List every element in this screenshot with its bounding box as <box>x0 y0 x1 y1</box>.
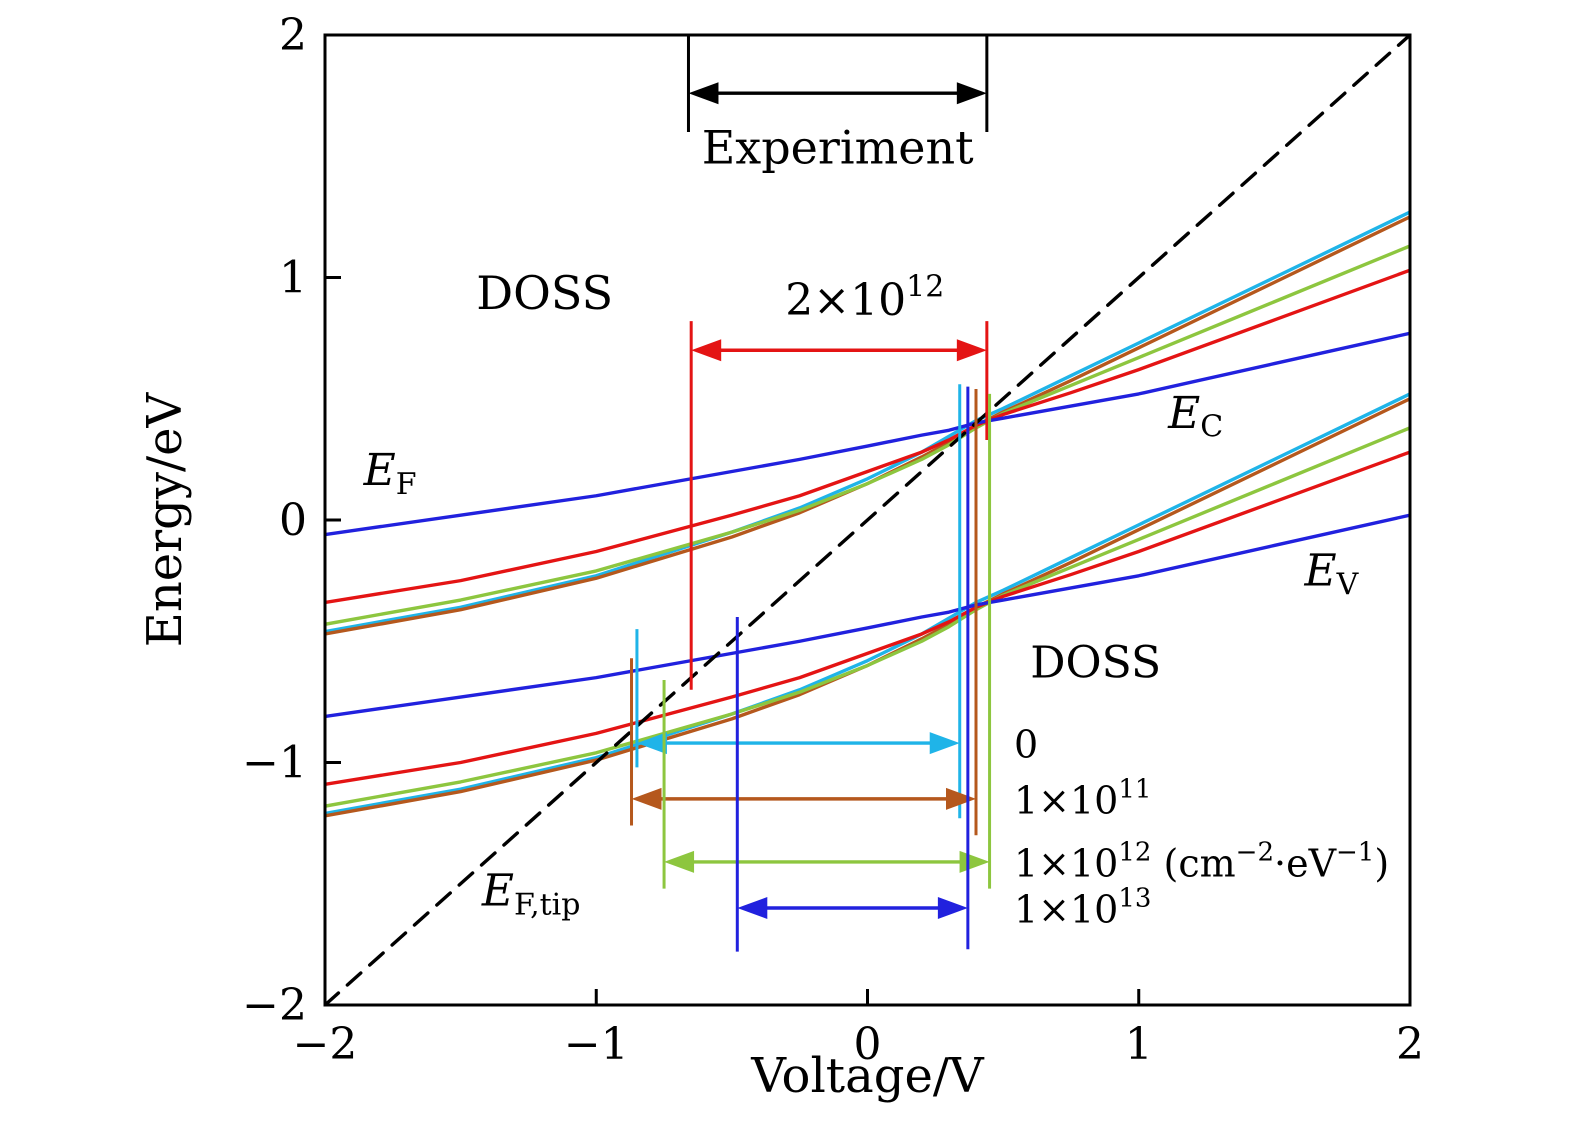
series-e-f-tip <box>325 35 1410 1005</box>
x-tick-label: −2 <box>293 1019 358 1070</box>
x-tick-label: 2 <box>1396 1019 1424 1070</box>
doss-marker-1-10-11 <box>630 389 978 836</box>
series-e-c-doss-1e11 <box>325 215 1410 636</box>
doss-marker-arrow-left-arrowhead-icon <box>737 897 768 919</box>
label-e-v: EV​ <box>1303 545 1359 602</box>
experiment-range-bracket <box>686 35 989 132</box>
series-e-c-doss-1e13 <box>325 331 1410 537</box>
doss-legend-label: 1×1013​ <box>1014 884 1151 932</box>
doss-marker-arrow-left-arrowhead-icon <box>631 787 662 810</box>
doss-2e12-label: 2×1012​ <box>785 270 944 326</box>
x-tick-label: −1 <box>564 1019 629 1070</box>
label-e-f-tip: EF,tip​ <box>481 866 581 923</box>
label-e-f: EF​ <box>363 445 417 502</box>
x-tick-label: 0 <box>854 1019 882 1070</box>
series-e-v-doss-1e13 <box>325 513 1410 719</box>
x-tick-label: 1 <box>1125 1019 1153 1070</box>
doss-marker-arrow-right-arrowhead-icon <box>937 897 968 919</box>
doss-2e12-arrow-left-arrowhead-icon <box>691 339 722 362</box>
y-tick-label: −2 <box>242 980 307 1031</box>
experiment-label: Experiment <box>702 121 974 175</box>
series-e-v-doss-2e12 <box>325 450 1410 787</box>
y-axis-title: Energy/eV <box>137 392 193 648</box>
doss-marker-arrow-left-arrowhead-icon <box>664 850 695 873</box>
doss-marker-arrow-left-arrowhead-icon <box>636 732 667 755</box>
doss-marker-arrow-right-arrowhead-icon <box>946 787 976 810</box>
y-tick-label: 1 <box>279 253 307 304</box>
label-doss: DOSS <box>476 266 613 320</box>
series-e-v-doss-1e12 <box>325 426 1410 808</box>
series-e-v-doss-1e11 <box>325 397 1410 818</box>
axes: −2 −1 0 1 2 −2 −1 0 1 2 <box>242 10 1424 1070</box>
label-doss: DOSS <box>1030 638 1161 689</box>
doss-marker-arrow-right-arrowhead-icon <box>929 732 960 755</box>
doss-legend-label: 0 <box>1014 723 1038 767</box>
experiment-arrow-left-arrowhead-icon <box>688 82 719 105</box>
doss-marker-1-10-12-cm-2-ev-1 <box>662 393 992 889</box>
y-tick-label: 0 <box>279 495 307 546</box>
doss-2e12-range-bracket <box>689 321 989 690</box>
doss-2e12-arrow-right-arrowhead-icon <box>956 339 987 362</box>
x-axis-title: Voltage/V <box>751 1048 984 1104</box>
y-tick-label: 2 <box>279 10 307 61</box>
y-tick-label: −1 <box>242 738 307 789</box>
series-e-c-doss-1e12 <box>325 244 1410 626</box>
doss-legend-label: 1×1012​ (cm−2​·eV−1​) <box>1014 838 1389 886</box>
curves-layer <box>325 35 1410 1005</box>
experiment-arrow-right-arrowhead-icon <box>956 82 987 105</box>
label-e-c: EC​ <box>1167 388 1223 445</box>
doss-marker-arrow-right-arrowhead-icon <box>959 850 990 873</box>
doss-legend-label: 1×1011​ <box>1014 774 1151 822</box>
series-e-c-doss-2e12 <box>325 268 1410 605</box>
doss-marker-0 <box>635 384 962 819</box>
doss-marker-1-10-13 <box>735 386 970 952</box>
